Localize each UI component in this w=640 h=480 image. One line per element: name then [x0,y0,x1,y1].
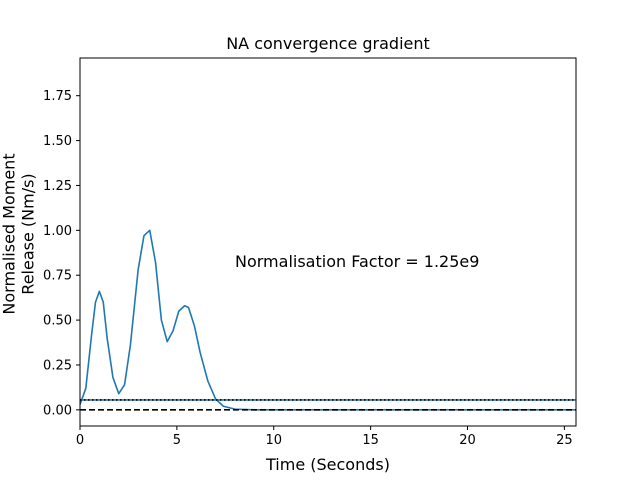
x-tick-label: 5 [173,433,181,448]
y-tick-label: 0.50 [43,314,72,329]
y-tick-label: 1.25 [43,179,72,194]
x-axis-label: Time (Seconds) [265,455,390,474]
plot-area [80,229,576,411]
y-tick-label: 0.25 [43,358,72,373]
chart-annotation: Normalisation Factor = 1.25e9 [235,252,479,271]
y-tick-label: 1.50 [43,134,72,149]
x-tick-label: 20 [459,433,476,448]
y-tick-label: 1.75 [43,89,72,104]
y-tick-label: 0.75 [43,269,72,284]
x-tick-label: 25 [556,433,573,448]
y-tick-label: 1.00 [43,224,72,239]
x-tick-label: 0 [76,433,84,448]
y-axis-ticks: 0.00 0.25 0.50 0.75 1.00 1.25 1.50 1.75 [43,89,80,418]
chart-title: NA convergence gradient [226,34,430,53]
y-axis-label-line: Release (Nm/s) [19,173,38,294]
x-axis-ticks: 0 5 10 15 20 25 [76,426,573,448]
x-tick-label: 15 [362,433,379,448]
plot-frame [79,57,577,427]
x-tick-label: 10 [265,433,282,448]
y-axis-label-line: Normalised Moment [0,153,18,314]
y-axis-label: Normalised MomentRelease (Nm/s) [0,153,38,314]
y-tick-label: 0.00 [43,403,72,418]
